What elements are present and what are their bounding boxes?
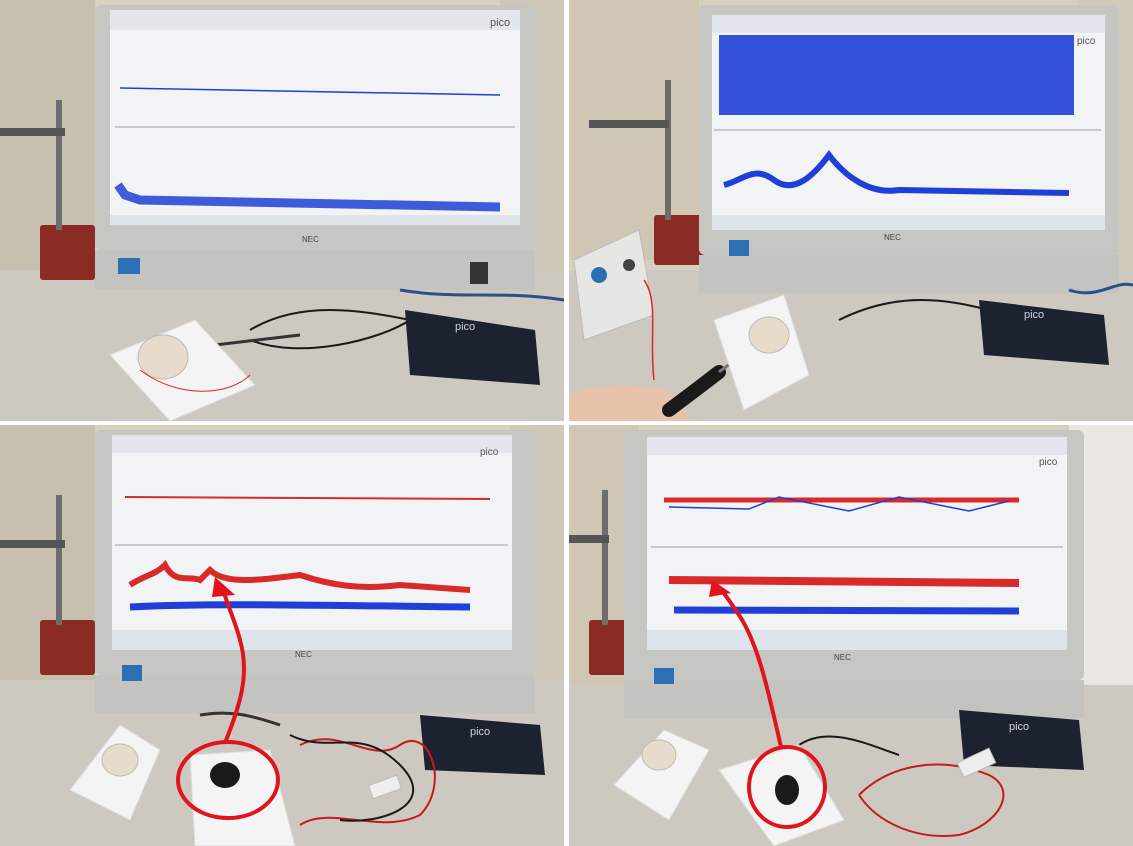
monitor-screen — [112, 435, 512, 650]
scope-logo: pico — [1024, 309, 1044, 321]
monitor-chin — [95, 675, 535, 713]
trace-upper-blue — [719, 35, 1074, 115]
usb-cable — [1068, 282, 1133, 295]
electrode-cable-red — [858, 763, 1005, 837]
piezo-disk — [137, 334, 189, 380]
probe-handle — [662, 365, 726, 417]
screen-logo: pico — [480, 447, 499, 458]
trace-lower-red — [128, 559, 471, 593]
oscilloscope-unit — [405, 310, 540, 385]
alligator-clip — [367, 774, 403, 800]
app-toolbar — [647, 437, 1067, 455]
magnetic-base — [654, 215, 704, 265]
scope-logo: pico — [1009, 721, 1029, 733]
taskbar — [712, 215, 1105, 230]
stand-rod — [56, 100, 62, 230]
generator-wire — [643, 279, 655, 381]
annotation-arrow-line — [717, 585, 783, 748]
monitor-chin — [699, 255, 1119, 293]
monitor-screen — [110, 10, 520, 225]
trace-lower-blue — [673, 606, 1020, 615]
monitor-chin — [95, 250, 535, 290]
magnetic-base — [40, 620, 95, 675]
magnetic-base — [40, 225, 95, 280]
app-toolbar — [112, 435, 512, 453]
trace-upper-blue — [119, 87, 501, 96]
monitor-brand: NEC — [295, 650, 312, 659]
photo-panel-top-left: pico NEC pico — [0, 0, 564, 421]
annotation-arrow-line — [220, 584, 247, 744]
hand — [569, 385, 689, 421]
panel-scene: pico NEC pico — [569, 425, 1133, 846]
stand-rod — [602, 490, 608, 625]
stand-arm — [0, 128, 65, 136]
highlight-circle — [176, 740, 280, 820]
photo-panel-bottom-right: pico NEC pico — [569, 425, 1133, 846]
panel-scene: pico NEC pico — [0, 425, 564, 846]
stand-rod — [665, 80, 671, 220]
monitor-brand: NEC — [834, 653, 851, 662]
highlight-circle — [747, 745, 827, 829]
signal-generator — [573, 229, 655, 341]
taskbar — [112, 630, 512, 650]
sensor-under-test — [775, 775, 799, 805]
monitor-brand: NEC — [302, 235, 319, 244]
generator-connector — [623, 259, 635, 271]
trace-upper-red — [124, 496, 491, 500]
panel-scene: pico NEC pico — [569, 0, 1133, 421]
piezo-disk — [101, 743, 139, 777]
oscilloscope-unit — [979, 300, 1109, 365]
oscilloscope-unit — [420, 715, 545, 775]
stand-arm — [0, 540, 65, 548]
windows-sticker — [729, 240, 749, 256]
trace-lower-blue — [129, 601, 471, 611]
alligator-clip — [956, 747, 997, 779]
trace-lower-red — [668, 576, 1020, 587]
screen-logo: pico — [490, 17, 510, 29]
trace-upper-blue — [668, 496, 1010, 512]
taskbar — [647, 630, 1067, 650]
panel-scene: pico NEC pico — [0, 0, 564, 421]
monitor-brand: NEC — [884, 233, 901, 242]
annotation-arrow-head — [709, 580, 731, 597]
probe-cable — [199, 711, 281, 727]
annotation-arrow-head — [212, 577, 235, 597]
sensor-wire — [139, 369, 251, 392]
trace-lower-blue — [723, 150, 1070, 196]
piezo-disk — [641, 739, 677, 771]
photo-panel-bottom-left: pico NEC pico — [0, 425, 564, 846]
spec-sticker — [470, 262, 488, 284]
probe-tip — [214, 333, 301, 347]
sensor-under-test — [210, 762, 240, 788]
windows-sticker — [118, 258, 140, 274]
windows-sticker — [654, 668, 674, 684]
monitor-chin — [624, 680, 1084, 718]
piezo-disk — [748, 316, 790, 354]
stand-arm — [569, 535, 609, 543]
trace-lower-blue — [114, 182, 501, 212]
usb-cable — [399, 288, 564, 302]
electrode-cable-black — [289, 734, 415, 822]
app-toolbar — [110, 10, 520, 30]
screen-logo: pico — [1039, 457, 1058, 468]
app-toolbar — [712, 15, 1105, 33]
windows-sticker — [122, 665, 142, 681]
generator-knob — [591, 267, 607, 283]
screen-logo: pico — [1077, 36, 1096, 47]
stand-rod — [56, 495, 62, 625]
stand-arm — [589, 120, 669, 128]
photo-panel-top-right: pico NEC pico — [569, 0, 1133, 421]
probe-cable — [838, 299, 990, 321]
taskbar — [110, 215, 520, 225]
electrode-cable-black — [798, 735, 900, 756]
scope-logo: pico — [455, 321, 475, 333]
scope-logo: pico — [470, 726, 490, 738]
monitor-screen — [647, 437, 1067, 650]
